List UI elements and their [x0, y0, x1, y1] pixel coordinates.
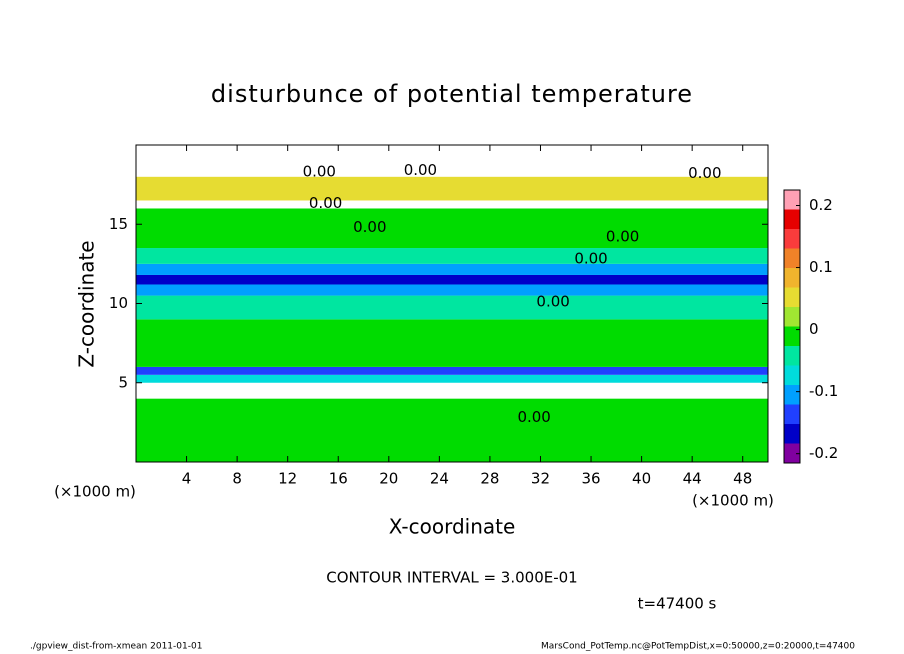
x-tick-label: 8: [232, 470, 242, 488]
contour-label: 0.00: [309, 194, 342, 212]
colorbar-swatch: [784, 287, 800, 307]
colorbar-swatch: [784, 346, 800, 366]
colorbar-frame: [783, 189, 801, 464]
x-tick-label: 12: [278, 470, 297, 488]
y-tick-label: 5: [118, 373, 128, 391]
field-band: [136, 374, 768, 383]
time-label: t=47400 s: [638, 595, 717, 613]
contour-label: 0.00: [517, 408, 550, 426]
contour-interval: CONTOUR INTERVAL = 3.000E-01: [326, 569, 577, 587]
colorbar-swatch: [784, 268, 800, 288]
footer-right: MarsCond_PotTemp.nc@PotTempDist,x=0:5000…: [541, 642, 855, 652]
x-tick-label: 40: [632, 470, 651, 488]
colorbar-tick-label: -0.1: [809, 382, 838, 400]
field-band: [136, 248, 768, 264]
x-tick-label: 32: [531, 470, 550, 488]
field-band: [136, 398, 768, 462]
colorbar-swatch: [784, 443, 800, 463]
field-band: [136, 274, 768, 285]
field-band: [136, 366, 768, 375]
y-unit-label: (×1000 m): [54, 483, 136, 501]
field-band: [136, 200, 768, 209]
colorbar-swatch: [784, 229, 800, 249]
x-tick-label: 48: [733, 470, 752, 488]
colorbar-swatch: [784, 190, 800, 210]
contour-label: 0.00: [574, 250, 607, 268]
field-band: [136, 382, 768, 399]
contour-label: 0.00: [303, 162, 336, 180]
contour-label: 0.00: [536, 292, 569, 310]
y-tick-label: 10: [109, 294, 128, 312]
colorbar-swatch: [784, 424, 800, 444]
footer-left: ./gpview_dist-from-xmean 2011-01-01: [30, 642, 202, 652]
colorbar-tick-label: 0.2: [809, 196, 833, 214]
field-band: [136, 145, 768, 177]
colorbar-swatch: [784, 326, 800, 346]
x-tick-label: 16: [329, 470, 348, 488]
contour-label: 0.00: [688, 164, 721, 182]
field-band: [136, 208, 768, 249]
x-unit-label: (×1000 m): [692, 492, 774, 510]
colorbar-swatch: [784, 248, 800, 268]
x-tick-label: 44: [683, 470, 702, 488]
colorbar-tick-label: 0: [809, 320, 819, 338]
contour-label: 0.00: [353, 218, 386, 236]
field-band: [136, 263, 768, 275]
field-band: [136, 176, 768, 201]
x-tick-label: 36: [581, 470, 600, 488]
y-tick-label: 15: [109, 215, 128, 233]
colorbar-swatch: [784, 209, 800, 229]
colorbar-swatch: [784, 307, 800, 327]
colorbar-swatch: [784, 404, 800, 424]
colorbar-tick-label: -0.2: [809, 444, 838, 462]
contour-label: 0.00: [606, 227, 639, 245]
field-band: [136, 284, 768, 296]
x-tick-label: 20: [379, 470, 398, 488]
colorbar-tick-label: 0.1: [809, 258, 833, 276]
colorbar-swatch: [784, 365, 800, 385]
y-axis-label: Z-coordinate: [75, 240, 99, 367]
x-tick-label: 28: [480, 470, 499, 488]
x-tick-label: 24: [430, 470, 449, 488]
field-band: [136, 295, 768, 320]
x-tick-label: 4: [182, 470, 192, 488]
colorbar-swatch: [784, 385, 800, 405]
chart-title: disturbunce of potential temperature: [211, 80, 693, 108]
field-band: [136, 319, 768, 367]
contour-label: 0.00: [404, 161, 437, 179]
x-axis-label: X-coordinate: [389, 515, 516, 539]
